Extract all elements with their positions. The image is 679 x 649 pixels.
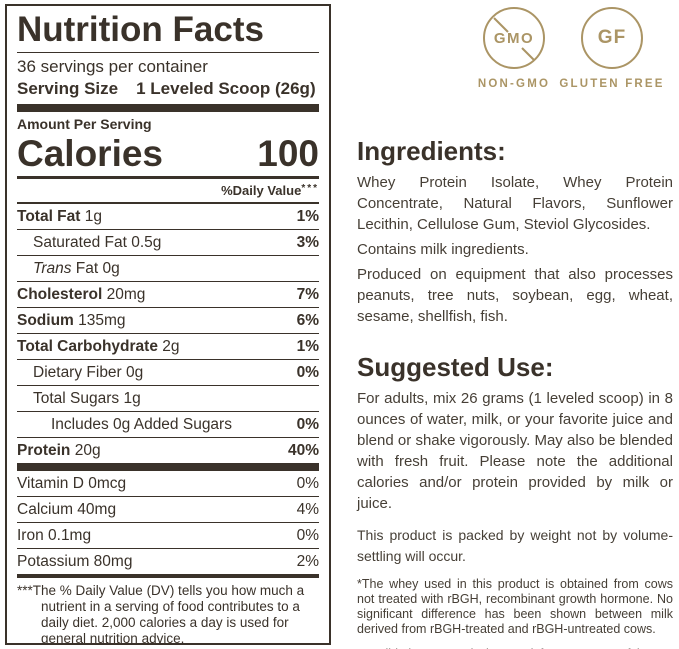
nutrient-dv: 4% — [296, 501, 319, 518]
gf-circle-text: GF — [597, 27, 627, 48]
daily-value-footnote: ***The % Daily Value (DV) tells you how … — [17, 583, 319, 645]
nutrient-dv: 0% — [296, 527, 319, 544]
nutrient-dv: 1% — [296, 338, 319, 355]
nutrient-dv: 0% — [296, 364, 319, 381]
nutrient-name: Sodium 135mg — [17, 312, 126, 329]
nutrition-facts-panel: Nutrition Facts 36 servings per containe… — [5, 4, 331, 645]
nutrient-name: Total Carbohydrate 2g — [17, 338, 180, 355]
nutrient-row-total-fat: Total Fat 1g 1% — [17, 204, 319, 230]
right-column: GMO NON-GMO GF GLUTEN FREE Ingredients: … — [357, 0, 673, 649]
nutrient-row-vitamin-d: Vitamin D 0mcg 0% — [17, 471, 319, 497]
nutrient-row-protein: Protein 20g 40% — [17, 438, 319, 463]
nutrient-row-potassium: Potassium 80mg 2% — [17, 549, 319, 574]
nutrient-dv: 7% — [296, 286, 319, 303]
nutrient-name: Potassium 80mg — [17, 553, 133, 570]
nutrient-dv: 1% — [296, 208, 319, 225]
nutrient-name: Calcium 40mg — [17, 501, 117, 518]
gmo-slash-icon — [493, 17, 535, 61]
footnote-marker: *** — [17, 583, 33, 598]
nutrient-row-trans-fat: Trans Fat 0g — [17, 256, 319, 282]
ingredients-text: Whey Protein Isolate, Whey Protein Conce… — [357, 174, 673, 233]
serving-size-value: 1 Leveled Scoop (26g) — [136, 79, 316, 98]
nutrient-name: Total Sugars 1g — [33, 390, 141, 407]
daily-value-header: %Daily Value*** — [17, 180, 319, 204]
thick-divider — [17, 463, 319, 471]
footnote-text: The % Daily Value (DV) tells you how muc… — [32, 583, 305, 645]
nutrient-row-sodium: Sodium 135mg 6% — [17, 308, 319, 334]
non-gmo-label: NON-GMO — [477, 78, 551, 90]
daily-value-label: %Daily Value — [221, 183, 302, 198]
nutrient-dv: 0% — [296, 416, 319, 433]
nutrient-dv: 3% — [296, 234, 319, 251]
daily-value-footnote-marks: *** — [301, 183, 319, 194]
nutrient-name: Includes 0g Added Sugars — [51, 416, 232, 433]
serving-size-row: Serving Size 1 Leveled Scoop (26g) — [17, 77, 319, 100]
calories-row: Calories 100 — [17, 133, 319, 174]
serving-size-label: Serving Size — [17, 79, 119, 98]
nutrient-name: Trans Fat 0g — [33, 260, 120, 277]
nutrient-name: Iron 0.1mg — [17, 527, 92, 544]
nutrition-facts-title: Nutrition Facts — [17, 10, 264, 49]
rbgh-footnote: *The whey used in this product is obtain… — [357, 577, 673, 636]
amount-per-serving-label: Amount Per Serving — [17, 116, 152, 132]
gluten-free-label: GLUTEN FREE — [559, 78, 665, 90]
medium-divider — [17, 176, 319, 179]
nutrient-row-calcium: Calcium 40mg 4% — [17, 497, 319, 523]
calories-value: 100 — [257, 133, 319, 174]
servings-per-container: 36 servings per container — [17, 57, 208, 76]
gmo-circle-text: GMO — [493, 29, 535, 47]
calories-label: Calories — [17, 133, 164, 174]
medium-divider — [17, 574, 319, 578]
gluten-free-badge: GF GLUTEN FREE — [554, 7, 670, 90]
non-gmo-crossed-circle-icon: GMO — [483, 7, 545, 69]
nutrient-row-iron: Iron 0.1mg 0% — [17, 523, 319, 549]
antibiotics-footnote: **Antibiotics can only be used for treat… — [357, 647, 673, 649]
nutrient-dv: 0% — [296, 475, 319, 492]
nutrient-row-total-sugars: Total Sugars 1g — [17, 386, 319, 412]
nutrient-name: Saturated Fat 0.5g — [33, 234, 162, 251]
nutrient-row-dietary-fiber: Dietary Fiber 0g 0% — [17, 360, 319, 386]
packed-by-weight-note: This product is packed by weight not by … — [357, 527, 673, 564]
nutrient-dv: 40% — [287, 442, 319, 459]
nutrient-name: Dietary Fiber 0g — [33, 364, 144, 381]
suggested-use-heading: Suggested Use: — [357, 352, 554, 382]
certification-badges: GMO NON-GMO GF GLUTEN FREE — [357, 0, 673, 92]
nutrient-dv: 6% — [296, 312, 319, 329]
nutrient-dv: 2% — [296, 553, 319, 570]
contains-statement: Contains milk ingredients. — [357, 241, 529, 258]
nutrient-name: Vitamin D 0mcg — [17, 475, 127, 492]
divider — [17, 52, 319, 53]
info-text-column: Ingredients: Whey Protein Isolate, Whey … — [357, 92, 673, 649]
gluten-free-circle-icon: GF — [581, 7, 643, 69]
ingredients-heading: Ingredients: — [357, 136, 506, 166]
non-gmo-badge: GMO NON-GMO — [456, 7, 572, 90]
nutrient-row-added-sugars: Includes 0g Added Sugars 0% — [17, 412, 319, 438]
nutrient-row-saturated-fat: Saturated Fat 0.5g 3% — [17, 230, 319, 256]
nutrient-row-total-carbohydrate: Total Carbohydrate 2g 1% — [17, 334, 319, 360]
suggested-use-text: For adults, mix 26 grams (1 leveled scoo… — [357, 390, 673, 512]
nutrient-name: Protein 20g — [17, 442, 101, 459]
nutrient-row-cholesterol: Cholesterol 20mg 7% — [17, 282, 319, 308]
nutrient-name: Total Fat 1g — [17, 208, 102, 225]
allergen-statement: Produced on equipment that also processe… — [357, 266, 673, 325]
thick-divider — [17, 104, 319, 112]
nutrient-name: Cholesterol 20mg — [17, 286, 146, 303]
